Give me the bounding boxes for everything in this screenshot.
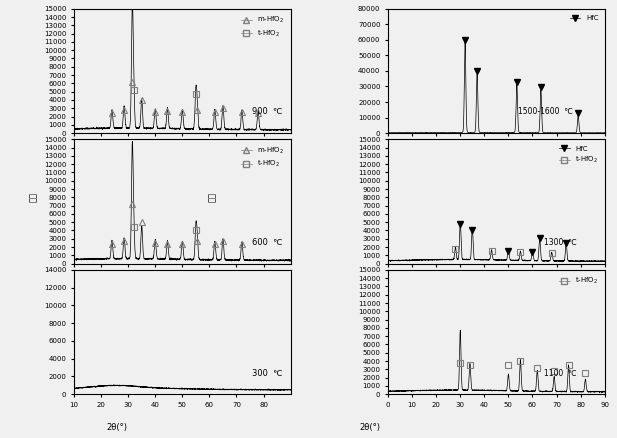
Legend: m-HfO$_2$, t-HfO$_2$: m-HfO$_2$, t-HfO$_2$ bbox=[238, 143, 287, 172]
Text: 1500-1600  ℃: 1500-1600 ℃ bbox=[518, 107, 573, 117]
Text: 2θ(°): 2θ(°) bbox=[107, 423, 128, 431]
Text: 1300  ℃: 1300 ℃ bbox=[544, 238, 577, 247]
Legend: HfC: HfC bbox=[567, 12, 601, 24]
Text: 2θ(°): 2θ(°) bbox=[360, 423, 381, 431]
Legend: HfC, t-HfO$_2$: HfC, t-HfO$_2$ bbox=[557, 143, 601, 168]
Text: 900  ℃: 900 ℃ bbox=[252, 107, 282, 117]
Legend: m-HfO$_2$, t-HfO$_2$: m-HfO$_2$, t-HfO$_2$ bbox=[238, 12, 287, 42]
Text: 600  ℃: 600 ℃ bbox=[252, 238, 282, 247]
Legend: t-HfO$_2$: t-HfO$_2$ bbox=[557, 273, 601, 289]
Text: 强度: 强度 bbox=[209, 192, 217, 202]
Text: 300  ℃: 300 ℃ bbox=[252, 368, 282, 378]
Text: 1100  ℃: 1100 ℃ bbox=[544, 368, 577, 378]
Text: 强度: 强度 bbox=[30, 192, 38, 202]
